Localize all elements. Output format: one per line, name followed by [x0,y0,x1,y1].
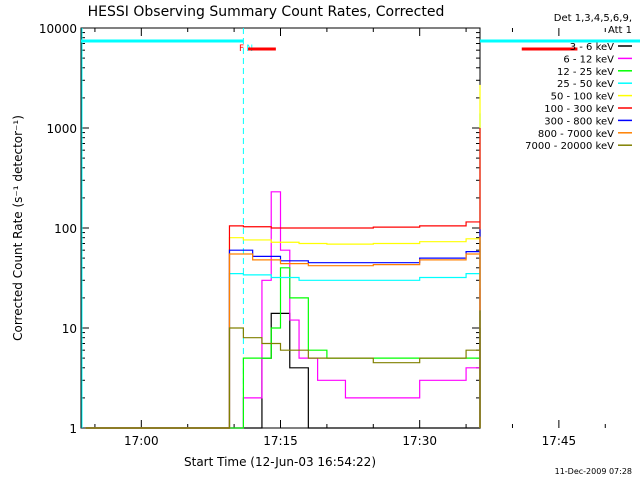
legend-entry-label: 3 - 6 keV [570,42,614,53]
legend-entry-label: 25 - 50 keV [557,79,614,90]
legend-entry-label: 300 - 800 keV [544,116,614,127]
legend-entry-label: 12 - 25 keV [557,67,614,78]
series-line-12-25-kev [85,240,481,429]
series-line-7000-20000-kev [85,310,481,429]
y-axis-tick-labels: 1 10 100 1000 10000 [39,22,77,436]
legend-header: Att 1 [608,25,632,36]
series-line-6-12-kev [85,191,481,429]
series-lines [85,84,481,429]
series-line-100-300-kev [85,128,481,429]
flare-f-label: F [239,44,244,54]
flare-flag-markers: F [239,44,578,54]
y-axis-label: Corrected Count Rate (s⁻¹ detector⁻¹) [11,115,25,341]
legend-entry-label: 7000 - 20000 keV [525,141,614,152]
legend-entry-label: 800 - 7000 keV [538,129,614,140]
legend-entry-label: 6 - 12 keV [563,54,614,65]
series-line-800-7000-kev [85,236,481,429]
legend-header: Det 1,3,4,5,6,9, [554,13,632,24]
y-tick-label: 100 [54,222,77,236]
x-tick-label: 17:30 [402,434,437,448]
x-tick-label: 17:00 [124,434,159,448]
y-tick-label: 1 [69,422,77,436]
legend-entry-label: 100 - 300 keV [544,104,614,115]
date-stamp: 11-Dec-2009 07:28 [555,467,632,476]
series-line-50-100-kev [85,84,481,429]
series-line-300-800-kev [85,229,481,429]
y-tick-label: 10000 [39,22,77,36]
x-axis-label: Start Time (12-Jun-03 16:54:22) [184,455,376,469]
legend-entry-label: 50 - 100 keV [551,92,615,103]
series-line-3-6-kev [85,312,481,429]
y-tick-label: 10 [62,322,77,336]
x-tick-label: 17:45 [542,434,577,448]
y-tick-label: 1000 [46,122,77,136]
chart-title: HESSI Observing Summary Count Rates, Cor… [88,4,445,20]
x-tick-label: 17:15 [263,434,298,448]
